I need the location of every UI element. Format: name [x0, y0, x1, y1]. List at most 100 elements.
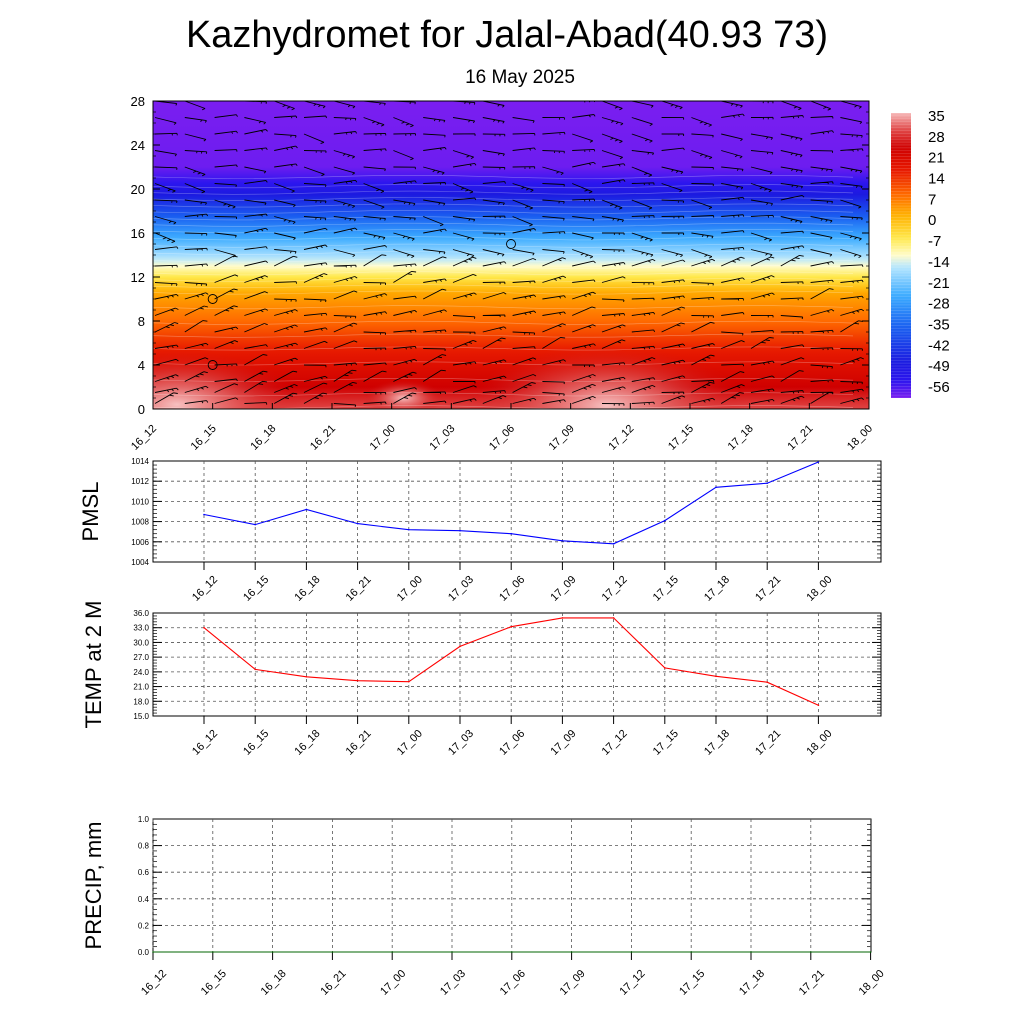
- colorbar-tick-label: 14: [928, 171, 945, 188]
- contour-line: [153, 190, 854, 195]
- wind-barb: [393, 180, 417, 185]
- wind-barb: [780, 245, 805, 250]
- contour-line: [153, 333, 854, 338]
- wind-barb: [750, 214, 774, 218]
- wind-barb: [572, 374, 596, 382]
- wind-barb: [274, 281, 297, 284]
- wind-barb: [572, 198, 596, 202]
- x-tick-label: 17_18: [702, 574, 732, 604]
- wind-barb: [393, 309, 417, 316]
- wind-barb: [631, 401, 655, 405]
- wind-barb: [750, 116, 774, 120]
- wind-barb: [184, 213, 208, 218]
- wind-barb: [691, 354, 715, 366]
- wind-barb: [512, 258, 537, 267]
- wind-barb: [184, 150, 208, 154]
- wind-barb: [691, 249, 713, 259]
- y-tick-label: 20: [131, 182, 145, 197]
- wind-barb: [750, 133, 773, 140]
- wind-barb: [214, 305, 238, 316]
- wind-barb: [482, 314, 506, 318]
- wind-barb: [870, 200, 892, 203]
- wind-barb: [631, 199, 653, 210]
- wind-barb: [303, 166, 325, 177]
- wind-barb: [512, 374, 537, 382]
- x-tick-label: 16_12: [139, 968, 169, 998]
- wind-barb: [482, 395, 507, 404]
- wind-barb: [721, 331, 744, 336]
- wind-barb: [661, 249, 683, 258]
- wind-barb: [423, 182, 447, 185]
- wind-barb: [482, 261, 507, 267]
- wind-barb: [422, 369, 446, 382]
- wind-barb: [691, 381, 715, 393]
- wind-barb: [423, 117, 446, 123]
- wind-barb: [631, 166, 653, 177]
- x-tick-label: 17_18: [737, 968, 767, 998]
- wind-barb: [154, 232, 176, 244]
- x-tick-label: 17_00: [395, 574, 425, 604]
- y-axis-label: TEMP at 2 M: [81, 601, 106, 729]
- wind-barb: [601, 313, 626, 317]
- wind-barb: [423, 147, 447, 151]
- wind-barb: [244, 275, 269, 283]
- wind-barb: [393, 345, 417, 350]
- wind-barb: [273, 370, 298, 382]
- wind-barb: [780, 357, 805, 366]
- wind-barb: [810, 261, 835, 267]
- wind-barb: [363, 117, 385, 127]
- wind-barb: [572, 232, 594, 240]
- wind-barb: [452, 380, 476, 384]
- x-tick-label: 16_12: [190, 574, 220, 604]
- wind-barb: [512, 280, 536, 284]
- wind-barb: [721, 101, 743, 108]
- y-tick-label: 27.0: [133, 653, 149, 662]
- wind-barb: [303, 327, 328, 333]
- x-tick-label: 17_03: [438, 968, 468, 998]
- wind-barb: [631, 329, 656, 333]
- wind-barb: [303, 101, 326, 109]
- contour-line: [153, 197, 854, 202]
- data-point: [690, 951, 692, 953]
- x-tick-label: 17_03: [446, 574, 476, 604]
- wind-barb: [750, 314, 774, 318]
- x-tick-label: 17_09: [548, 574, 578, 604]
- wind-barb: [363, 401, 387, 405]
- wind-barb: [572, 279, 596, 283]
- wind-barb: [810, 116, 834, 119]
- wind-barb: [452, 183, 474, 194]
- wind-barb: [870, 299, 892, 302]
- wind-barb: [333, 340, 358, 349]
- wind-barb: [512, 357, 537, 366]
- data-point: [331, 951, 334, 953]
- contour-line: [153, 203, 854, 208]
- wind-barb: [780, 183, 803, 189]
- x-tick-label: 18_00: [804, 574, 834, 604]
- wind-barb: [661, 199, 685, 203]
- wind-barb: [780, 390, 804, 394]
- wind-barb: [363, 311, 388, 316]
- data-point: [271, 951, 274, 953]
- wind-barb: [333, 315, 357, 319]
- wind-barb: [482, 249, 505, 257]
- colorbar-tick-label: 7: [928, 191, 936, 208]
- temperature-field: [153, 101, 869, 409]
- wind-barb: [780, 297, 804, 301]
- wind-barb: [601, 232, 625, 235]
- wind-barb: [691, 150, 713, 160]
- wind-barb: [721, 166, 744, 172]
- wind-barb: [601, 199, 623, 210]
- colorbar-tick-label: -49: [928, 358, 950, 375]
- wind-barb: [572, 114, 596, 118]
- wind-barb: [840, 295, 864, 300]
- wind-barb: [512, 132, 536, 136]
- wind-barb: [244, 147, 268, 151]
- wind-barb: [482, 181, 506, 184]
- x-tick-label: 16_15: [241, 574, 271, 604]
- wind-barb: [542, 199, 565, 204]
- wind-barb: [154, 322, 179, 333]
- wind-barb: [154, 387, 179, 393]
- wind-barb: [810, 391, 834, 395]
- wind-barb: [661, 101, 683, 110]
- wind-barb: [691, 117, 712, 127]
